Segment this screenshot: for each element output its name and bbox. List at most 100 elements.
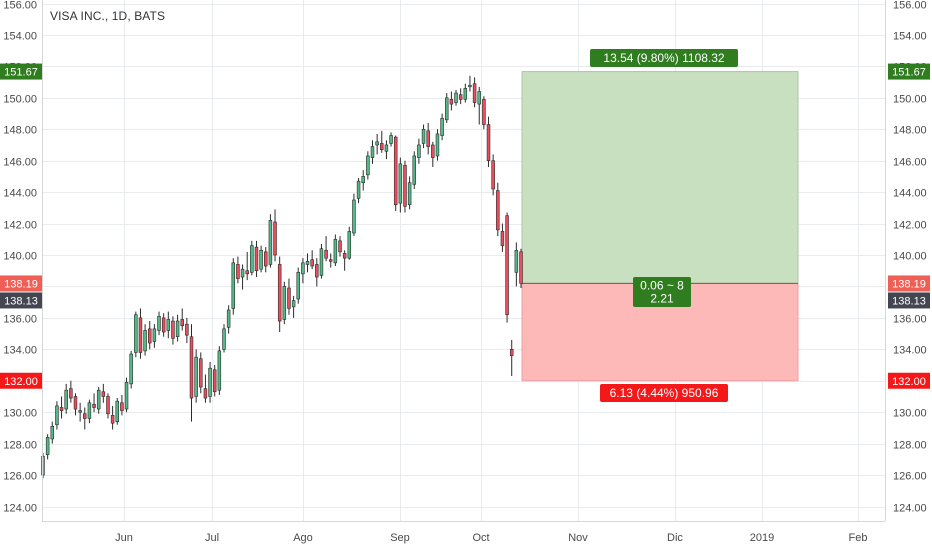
- candle-down: [120, 402, 124, 411]
- y-tick-label-right: 128.00: [893, 440, 927, 452]
- candle-down: [189, 336, 194, 399]
- candle-up: [407, 182, 412, 206]
- candle-down: [496, 190, 500, 231]
- candle-up: [514, 249, 519, 273]
- candle-down: [106, 396, 110, 415]
- candle-down: [342, 253, 347, 259]
- candle-up: [398, 163, 403, 204]
- candle-down: [472, 83, 477, 103]
- axes: 124.00 124.00 126.00 126.00 128.00 128.00 130.…: [3, 0, 927, 544]
- candle-up: [454, 92, 458, 103]
- candle-up: [356, 180, 361, 199]
- y-tick-label-right: 134.00: [893, 345, 927, 357]
- current-price-tag-left-text: 138.13: [4, 295, 38, 307]
- candle-up: [45, 437, 50, 455]
- profit-label-text: 13.54 (9.80%) 1108.32: [603, 51, 725, 65]
- candle-down: [486, 124, 491, 161]
- candle-up: [64, 389, 68, 410]
- risk-reward-label-bg: [633, 277, 691, 307]
- y-tick-label-left: 144.00: [3, 188, 37, 200]
- price-labels: 13.54 (9.80%) 1108.32 6.13 (4.44%) 950.96…: [0, 49, 930, 402]
- candle-up: [231, 262, 236, 309]
- target-price-tag-left: 151.67: [0, 63, 42, 80]
- candle-up: [129, 353, 133, 385]
- candle-down: [277, 264, 282, 322]
- stop-price-tag-right: 132.00: [888, 372, 930, 389]
- candle-up: [366, 155, 370, 176]
- candle-down: [328, 259, 333, 262]
- y-tick-label-right: 136.00: [893, 314, 927, 326]
- y-tick-label-left: 150.00: [3, 94, 37, 106]
- stop-price-tag-left-bg: [0, 372, 42, 389]
- candle-down: [324, 249, 328, 259]
- profit-label: 13.54 (9.80%) 1108.32: [590, 49, 738, 67]
- candle-down: [180, 319, 184, 327]
- candle-up: [440, 117, 444, 136]
- candle-down: [245, 270, 249, 275]
- candle-down: [315, 264, 319, 278]
- y-tick-label-left: 154.00: [3, 31, 37, 43]
- candle-down: [73, 396, 78, 410]
- x-tick-label: Jul: [205, 532, 219, 544]
- candle-up: [305, 260, 310, 265]
- candle-down: [310, 259, 314, 267]
- candle-up: [166, 319, 171, 331]
- candle-up: [333, 238, 338, 264]
- candle-up: [250, 245, 254, 273]
- candle-up: [417, 144, 421, 158]
- position-zones: [521, 71, 799, 382]
- candle-down: [185, 323, 189, 336]
- candle-down: [491, 160, 495, 190]
- x-tick-label: Jun: [115, 532, 133, 544]
- candle-up: [352, 199, 356, 234]
- target-price-tag-right-bg: [888, 63, 930, 80]
- candle-down: [203, 388, 208, 399]
- y-tick-label-right: 126.00: [893, 471, 927, 483]
- stop-price-tag-right-bg: [888, 372, 930, 389]
- candle-up: [384, 144, 389, 152]
- loss-label-text: 6.13 (4.44%) 950.96: [610, 386, 719, 400]
- candle-down: [171, 320, 175, 339]
- candle-up: [143, 330, 147, 352]
- candle-down: [500, 231, 505, 246]
- stop-price-tag-left-text: 132.00: [4, 376, 38, 388]
- y-tick-label-right: 130.00: [893, 408, 927, 420]
- candle-down: [199, 358, 203, 388]
- candle-up: [55, 405, 59, 426]
- profit-zone: [521, 71, 799, 284]
- target-price-tag-left-text: 151.67: [4, 67, 38, 79]
- candle-down: [449, 99, 454, 105]
- y-tick-label-left: 140.00: [3, 251, 37, 263]
- y-tick-label-left: 134.00: [3, 345, 37, 357]
- candle-up: [375, 141, 379, 146]
- candle-up: [282, 286, 287, 320]
- candle-down: [59, 407, 64, 411]
- y-tick-label-left: 146.00: [3, 157, 37, 169]
- candle-down: [69, 388, 73, 399]
- loss-label: 6.13 (4.44%) 950.96: [600, 384, 728, 402]
- risk-reward-label-text: 2.21: [650, 292, 674, 306]
- y-tick-label-left: 130.00: [3, 408, 37, 420]
- candle-down: [101, 391, 106, 397]
- y-tick-label-right: 140.00: [893, 251, 927, 263]
- candle-up: [370, 146, 375, 158]
- current-price-tag-right-bg: [888, 292, 930, 309]
- risk-reward-label: 0.06 ~ 82.21: [633, 277, 691, 307]
- candle-down: [83, 413, 87, 419]
- y-tick-label-left: 126.00: [3, 471, 37, 483]
- candles: [41, 75, 523, 479]
- candle-down: [482, 99, 486, 125]
- x-tick-label: Nov: [568, 532, 588, 544]
- candle-up: [347, 231, 352, 259]
- candle-up: [296, 271, 300, 300]
- entry-price-tag-left-bg: [0, 275, 42, 292]
- chart-title: VISA INC., 1D, BATS: [50, 9, 166, 23]
- candle-down: [147, 328, 152, 344]
- risk-reward-label-text: 0.06 ~ 8: [640, 279, 684, 293]
- y-tick-label-left: 136.00: [3, 314, 37, 326]
- y-tick-label-right: 144.00: [893, 188, 927, 200]
- candle-up: [468, 84, 472, 88]
- candle-up: [240, 268, 245, 278]
